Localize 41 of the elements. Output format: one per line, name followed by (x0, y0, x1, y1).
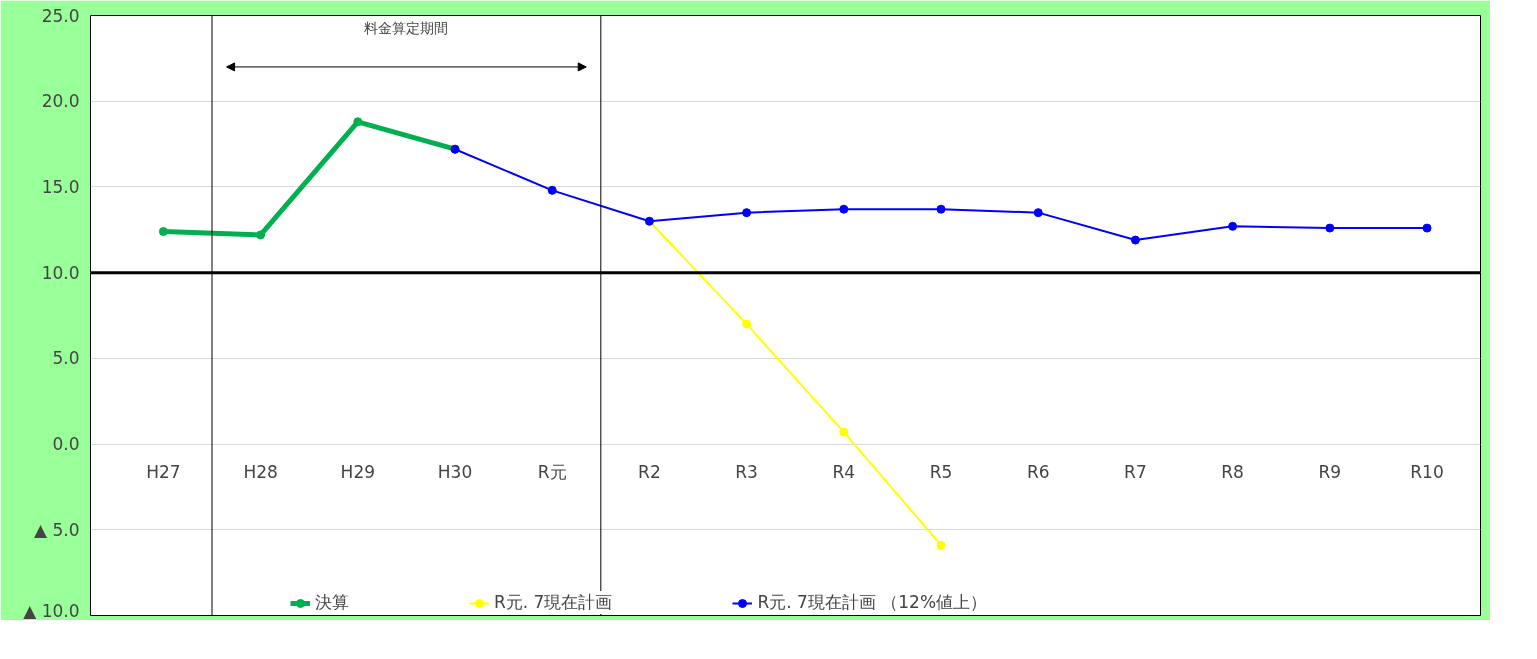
legend-label: R元. 7現在計画 （12%値上） (757, 591, 988, 614)
point (936, 540, 946, 550)
y-tick-label: 25.0 (41, 5, 80, 26)
point (1033, 208, 1043, 218)
x-tick-label: R6 (1026, 462, 1050, 483)
point (1325, 223, 1335, 233)
y-tick-label: 5.0 (52, 348, 80, 369)
point (1228, 221, 1238, 231)
point (839, 204, 849, 214)
point (547, 185, 557, 195)
x-tick-label: R3 (735, 462, 758, 483)
y-tick-label: 20.0 (41, 91, 80, 112)
point (742, 319, 752, 329)
x-tick-label: H28 (243, 462, 278, 483)
point (742, 208, 752, 218)
point (353, 117, 363, 127)
y-tick-label: ▲ 5.0 (33, 519, 80, 540)
legend-label: R元. 7現在計画 (494, 591, 613, 614)
x-tick-label: R5 (929, 462, 953, 483)
x-tick-label: H29 (340, 462, 376, 483)
x-tick-label: R8 (1221, 462, 1244, 483)
point (158, 227, 168, 236)
y-tick-label: ▲ 10.0 (23, 600, 80, 621)
y-tick-label: 10.0 (41, 262, 80, 283)
y-tick-label: 15.0 (41, 176, 80, 197)
annotation: 料金算定期間 (364, 19, 449, 36)
x-tick-label: H30 (437, 462, 473, 483)
point (256, 230, 266, 240)
x-tick-label: R元 (537, 462, 567, 483)
x-tick-label: H27 (146, 462, 181, 483)
point (936, 204, 946, 214)
point (1422, 223, 1432, 233)
x-tick-label: R10 (1410, 462, 1444, 483)
x-tick-label: R4 (832, 462, 856, 483)
x-tick-label: R7 (1124, 462, 1147, 483)
x-tick-label: R2 (638, 462, 661, 483)
point (1130, 235, 1140, 245)
y-tick-label: 0.0 (52, 434, 80, 455)
x-tick-label: R9 (1318, 462, 1342, 483)
legend-label: 決算 (315, 591, 349, 614)
point (839, 427, 849, 437)
